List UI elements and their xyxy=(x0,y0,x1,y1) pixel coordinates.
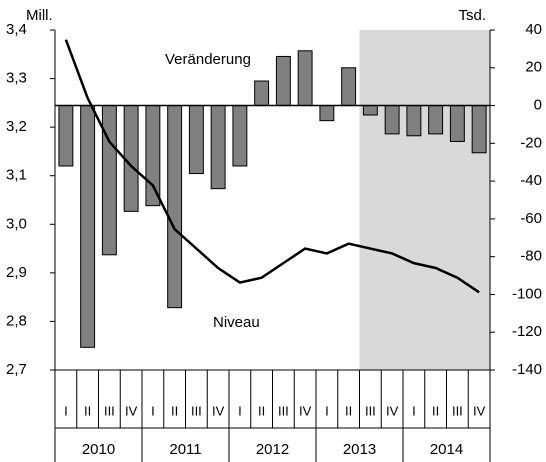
bar xyxy=(80,105,96,348)
x-tick-label: III xyxy=(365,403,376,418)
bar xyxy=(232,105,248,167)
bar xyxy=(167,105,183,309)
bar xyxy=(341,67,357,107)
x-tick-label: II xyxy=(345,403,352,418)
x-tick-label: I xyxy=(151,403,155,418)
x-tick-label: II xyxy=(258,403,265,418)
bar xyxy=(362,105,378,116)
bar xyxy=(123,105,139,212)
y-tick-label: 3,3 xyxy=(6,70,27,87)
bar xyxy=(297,50,313,107)
x-tick-label: I xyxy=(64,403,68,418)
y2-tick-label: -140 xyxy=(512,361,542,378)
x-tick-label: IV xyxy=(299,403,312,418)
bar xyxy=(275,55,291,107)
bar xyxy=(145,105,161,207)
bar xyxy=(471,105,487,154)
x-tick-label: II xyxy=(171,403,178,418)
x-tick-label: III xyxy=(278,403,289,418)
y2-tick-label: 20 xyxy=(525,59,542,76)
x-tick-label: IV xyxy=(473,403,486,418)
x-tick-label: II xyxy=(432,403,439,418)
y-tick-label: 3,4 xyxy=(6,21,27,38)
x-tick-label: I xyxy=(325,403,329,418)
year-label: 2012 xyxy=(256,441,289,458)
bar xyxy=(210,105,226,190)
y-tick-label: 3,1 xyxy=(6,167,27,184)
bar xyxy=(384,105,400,135)
year-label: 2014 xyxy=(430,441,463,458)
x-tick-label: IV xyxy=(212,403,225,418)
y2-tick-label: -40 xyxy=(520,172,542,189)
right-unit: Tsd. xyxy=(458,7,486,24)
line xyxy=(64,39,480,294)
bar xyxy=(101,105,117,256)
shaded-region xyxy=(359,30,490,370)
bar xyxy=(58,105,74,167)
y-tick-label: 2,7 xyxy=(6,361,27,378)
y-tick-label: 2,8 xyxy=(6,312,27,329)
x-tick-label: I xyxy=(412,403,416,418)
year-label: 2011 xyxy=(169,441,201,458)
year-label: 2010 xyxy=(82,441,115,458)
bar xyxy=(254,80,270,107)
y2-tick-label: -80 xyxy=(520,248,542,265)
x-tick-label: II xyxy=(84,403,91,418)
x-tick-label: IV xyxy=(386,403,399,418)
y2-tick-label: 0 xyxy=(534,97,542,114)
x-tick-label: III xyxy=(452,403,463,418)
x-tick-label: III xyxy=(191,403,202,418)
bar xyxy=(449,105,465,142)
y-tick-label: 3,0 xyxy=(6,215,27,232)
series-label: Veränderung xyxy=(165,51,251,68)
year-label: 2013 xyxy=(343,441,376,458)
y2-tick-label: 40 xyxy=(525,21,542,38)
bar xyxy=(319,105,335,122)
y-tick-label: 2,9 xyxy=(6,264,27,281)
bar xyxy=(406,105,422,137)
bar xyxy=(188,105,204,175)
y2-tick-label: -60 xyxy=(520,210,542,227)
y2-tick-label: -120 xyxy=(512,323,542,340)
y-tick-label: 3,2 xyxy=(6,118,27,135)
series-label: Niveau xyxy=(213,314,260,331)
x-tick-label: IV xyxy=(125,403,138,418)
left-unit: Mill. xyxy=(26,7,53,24)
y2-tick-label: -100 xyxy=(512,285,542,302)
x-tick-label: I xyxy=(238,403,242,418)
y2-tick-label: -20 xyxy=(520,134,542,151)
bar xyxy=(428,105,444,135)
x-tick-label: III xyxy=(104,403,115,418)
